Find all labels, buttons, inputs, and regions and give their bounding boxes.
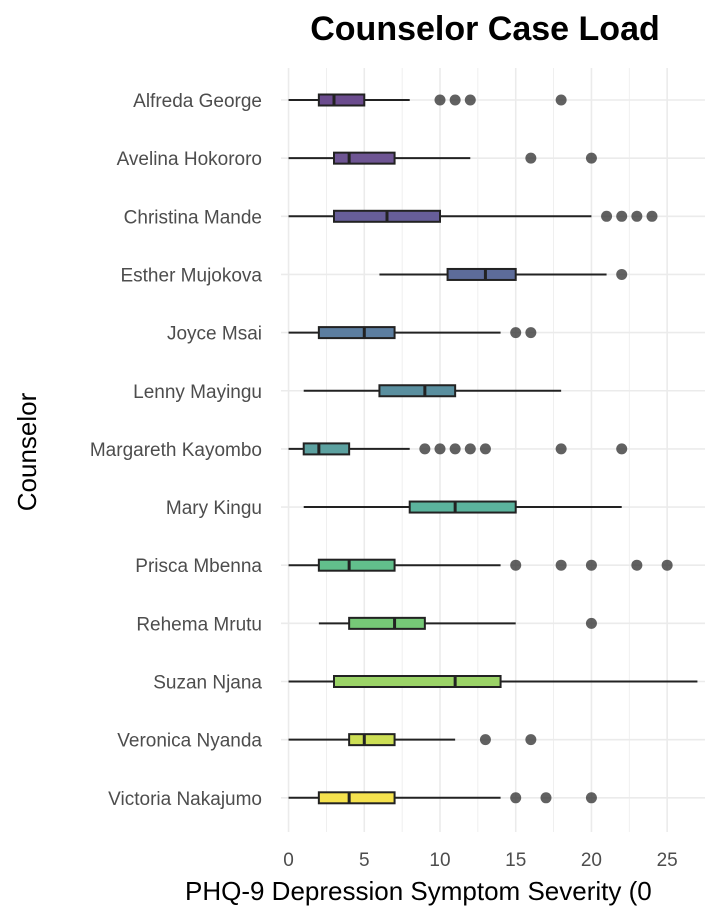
outlier-point xyxy=(525,327,537,339)
outlier-point xyxy=(419,443,431,455)
outlier-point xyxy=(540,792,552,804)
outlier-point xyxy=(510,792,522,804)
y-axis-title: Counselor xyxy=(12,392,42,511)
y-tick-label: Alfreda George xyxy=(133,91,262,112)
box-iqr xyxy=(333,675,502,688)
outlier-point xyxy=(464,443,476,455)
outlier-point xyxy=(555,94,567,106)
box-iqr xyxy=(317,93,366,107)
box-victoria-nakajumo xyxy=(288,791,597,805)
box-margareth-kayombo xyxy=(288,442,628,456)
outlier-point xyxy=(510,327,522,339)
outlier-point xyxy=(585,792,597,804)
outlier-point xyxy=(464,94,476,106)
box-avelina-hokororo xyxy=(288,151,597,165)
box-joyce-msai xyxy=(288,326,537,340)
x-axis-title: PHQ-9 Depression Symptom Severity (0 xyxy=(185,876,652,906)
box-iqr xyxy=(348,733,396,747)
y-tick-label: Christina Mande xyxy=(124,207,262,228)
box-iqr xyxy=(408,500,517,514)
x-tick-label: 5 xyxy=(359,850,370,871)
outlier-point xyxy=(525,734,537,746)
y-tick-label: Lenny Mayingu xyxy=(133,382,262,403)
boxes xyxy=(288,93,698,805)
outlier-point xyxy=(525,152,537,164)
y-tick-label: Mary Kingu xyxy=(166,498,262,519)
box-christina-mande xyxy=(288,209,658,223)
x-tick-label: 25 xyxy=(657,850,678,871)
outlier-point xyxy=(479,443,491,455)
box-iqr xyxy=(348,616,426,630)
box-prisca-mbenna xyxy=(288,558,673,572)
outlier-point xyxy=(616,210,628,222)
box-iqr xyxy=(317,326,396,340)
box-iqr xyxy=(333,151,396,165)
outlier-point xyxy=(555,443,567,455)
outlier-point xyxy=(585,152,597,164)
y-tick-label: Esther Mujokova xyxy=(120,265,262,286)
chart-title: Counselor Case Load xyxy=(310,10,660,48)
outlier-point xyxy=(601,210,613,222)
outlier-point xyxy=(646,210,658,222)
box-iqr xyxy=(378,384,457,398)
box-suzan-njana xyxy=(288,675,698,688)
box-lenny-mayingu xyxy=(303,384,562,398)
box-iqr xyxy=(317,558,396,572)
y-tick-labels: Alfreda George Avelina Hokororo Christina … xyxy=(90,91,263,810)
outlier-point xyxy=(555,559,567,571)
y-tick-label: Suzan Njana xyxy=(153,673,262,694)
box-rehema-mrutu xyxy=(318,616,597,630)
outlier-point xyxy=(616,443,628,455)
box-iqr xyxy=(446,267,517,281)
outlier-point xyxy=(661,559,673,571)
x-tick-label: 0 xyxy=(283,850,294,871)
box-esther-mujokova xyxy=(379,267,628,281)
box-iqr xyxy=(317,791,396,805)
x-tick-label: 20 xyxy=(581,850,602,871)
outlier-point xyxy=(434,443,446,455)
outlier-point xyxy=(449,94,461,106)
y-tick-label: Prisca Mbenna xyxy=(135,556,262,577)
x-tick-label: 15 xyxy=(505,850,526,871)
x-tick-labels: 0 5 10 15 20 25 xyxy=(283,850,677,871)
y-tick-label: Victoria Nakajumo xyxy=(108,789,262,810)
outlier-point xyxy=(585,559,597,571)
outlier-point xyxy=(631,210,643,222)
box-mary-kingu xyxy=(303,500,622,514)
outlier-point xyxy=(479,734,491,746)
outlier-point xyxy=(631,559,643,571)
box-alfreda-george xyxy=(288,93,567,107)
box-veronica-nyanda xyxy=(288,733,537,747)
y-tick-label: Margareth Kayombo xyxy=(90,440,262,461)
y-tick-label: Avelina Hokororo xyxy=(117,149,262,170)
outlier-point xyxy=(449,443,461,455)
y-tick-label: Rehema Mrutu xyxy=(136,614,262,635)
box-iqr xyxy=(302,442,351,456)
y-tick-label: Joyce Msai xyxy=(167,324,262,345)
outlier-point xyxy=(585,617,597,629)
x-tick-label: 10 xyxy=(429,850,450,871)
outlier-point xyxy=(616,268,628,280)
outlier-point xyxy=(510,559,522,571)
y-tick-label: Veronica Nyanda xyxy=(117,731,262,752)
outlier-point xyxy=(434,94,446,106)
